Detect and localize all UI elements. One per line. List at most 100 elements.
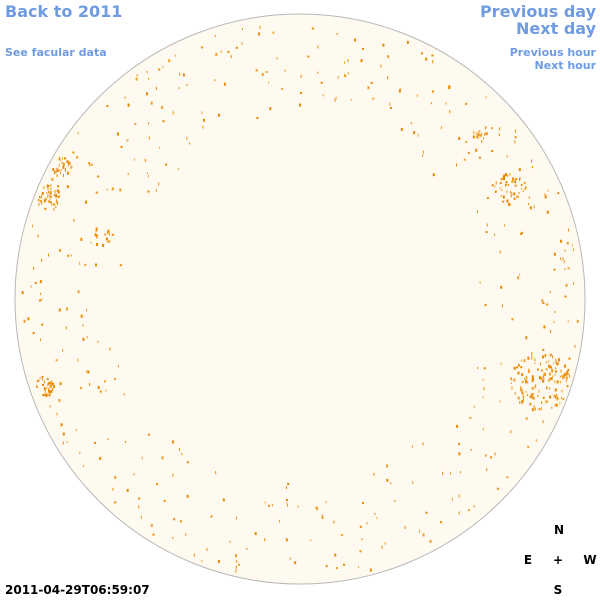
facula-speck bbox=[541, 355, 544, 359]
facula-speck bbox=[542, 302, 545, 304]
facula-speck bbox=[558, 357, 560, 361]
facula-speck bbox=[374, 512, 376, 515]
facula-speck bbox=[57, 195, 60, 198]
facula-speck bbox=[57, 202, 59, 206]
facula-speck bbox=[494, 190, 497, 193]
facula-speck bbox=[41, 259, 43, 262]
facula-speck bbox=[97, 340, 99, 343]
facula-speck bbox=[56, 412, 58, 416]
facula-speck bbox=[499, 250, 501, 254]
facula-speck bbox=[534, 385, 536, 389]
facula-speck bbox=[174, 54, 176, 57]
facula-speck bbox=[543, 376, 545, 380]
facula-speck bbox=[77, 290, 80, 294]
facula-speck bbox=[50, 386, 52, 389]
facula-speck bbox=[48, 190, 50, 193]
facula-speck bbox=[432, 60, 434, 64]
facula-speck bbox=[506, 199, 509, 203]
facula-speck bbox=[560, 239, 562, 243]
facula-speck bbox=[294, 561, 297, 565]
facula-speck bbox=[482, 396, 484, 399]
facula-speck bbox=[70, 254, 72, 257]
facula-speck bbox=[158, 68, 161, 71]
facula-speck bbox=[549, 290, 551, 293]
facula-speck bbox=[173, 518, 176, 521]
facula-speck bbox=[484, 132, 486, 136]
facula-speck bbox=[522, 399, 524, 402]
facular-link[interactable]: See facular data bbox=[5, 46, 107, 59]
facula-speck bbox=[572, 244, 573, 247]
facula-speck bbox=[158, 182, 160, 186]
facula-speck bbox=[94, 441, 96, 444]
facula-speck bbox=[450, 472, 452, 475]
facula-speck bbox=[503, 175, 506, 179]
facula-speck bbox=[494, 185, 496, 188]
facula-speck bbox=[555, 358, 557, 362]
facula-speck bbox=[507, 184, 509, 186]
facula-speck bbox=[51, 202, 53, 206]
facula-speck bbox=[555, 395, 557, 399]
facula-speck bbox=[289, 557, 291, 561]
facula-speck bbox=[179, 447, 180, 451]
facula-speck bbox=[141, 456, 143, 460]
facula-speck bbox=[217, 113, 220, 117]
facula-speck bbox=[531, 375, 534, 378]
facula-speck bbox=[264, 501, 266, 504]
facula-speck bbox=[72, 151, 75, 154]
facula-speck bbox=[521, 401, 523, 404]
facula-speck bbox=[483, 367, 486, 370]
facula-speck bbox=[115, 501, 117, 504]
facula-speck bbox=[544, 195, 547, 199]
facula-speck bbox=[256, 117, 259, 119]
facula-speck bbox=[432, 173, 435, 177]
previous-hour-link[interactable]: Previous hour bbox=[510, 46, 597, 59]
facula-speck bbox=[389, 102, 391, 106]
facula-speck bbox=[538, 376, 541, 380]
facula-speck bbox=[431, 54, 434, 57]
facula-speck bbox=[563, 260, 565, 264]
facula-speck bbox=[539, 408, 541, 411]
facula-speck bbox=[43, 186, 45, 190]
facula-speck bbox=[566, 385, 569, 388]
facula-speck bbox=[111, 187, 114, 191]
next-hour-link[interactable]: Next hour bbox=[535, 59, 597, 72]
previous-day-link[interactable]: Previous day bbox=[480, 2, 597, 21]
facula-speck bbox=[550, 330, 551, 333]
next-day-link[interactable]: Next day bbox=[516, 19, 597, 38]
facula-speck bbox=[534, 358, 536, 362]
facula-speck bbox=[155, 188, 157, 192]
facula-speck bbox=[504, 224, 506, 227]
facula-speck bbox=[276, 57, 278, 60]
facula-speck bbox=[43, 199, 46, 203]
facula-speck bbox=[481, 133, 483, 136]
facula-speck bbox=[552, 355, 553, 359]
facula-speck bbox=[106, 105, 109, 107]
facula-speck bbox=[95, 191, 98, 194]
facula-speck bbox=[49, 385, 52, 388]
facula-speck bbox=[522, 395, 525, 398]
facula-speck bbox=[344, 73, 346, 77]
facula-speck bbox=[56, 189, 58, 193]
facula-speck bbox=[556, 380, 559, 384]
facula-speck bbox=[505, 183, 508, 186]
facula-speck bbox=[236, 559, 238, 563]
facula-speck bbox=[287, 483, 290, 485]
facula-speck bbox=[77, 358, 79, 362]
facula-speck bbox=[481, 139, 483, 143]
facula-speck bbox=[525, 185, 527, 189]
facula-speck bbox=[548, 360, 550, 363]
facula-speck bbox=[362, 47, 364, 50]
facula-speck bbox=[551, 368, 553, 371]
facula-speck bbox=[404, 526, 406, 529]
facula-speck bbox=[89, 164, 91, 167]
facula-speck bbox=[119, 264, 122, 267]
facula-speck bbox=[333, 520, 335, 524]
back-link[interactable]: Back to 2011 bbox=[5, 2, 122, 21]
facula-speck bbox=[553, 361, 555, 364]
facula-speck bbox=[519, 401, 521, 404]
facula-speck bbox=[50, 184, 52, 187]
facula-speck bbox=[551, 366, 552, 369]
facula-speck bbox=[528, 368, 530, 371]
facula-speck bbox=[57, 190, 60, 194]
facula-speck bbox=[48, 382, 50, 386]
